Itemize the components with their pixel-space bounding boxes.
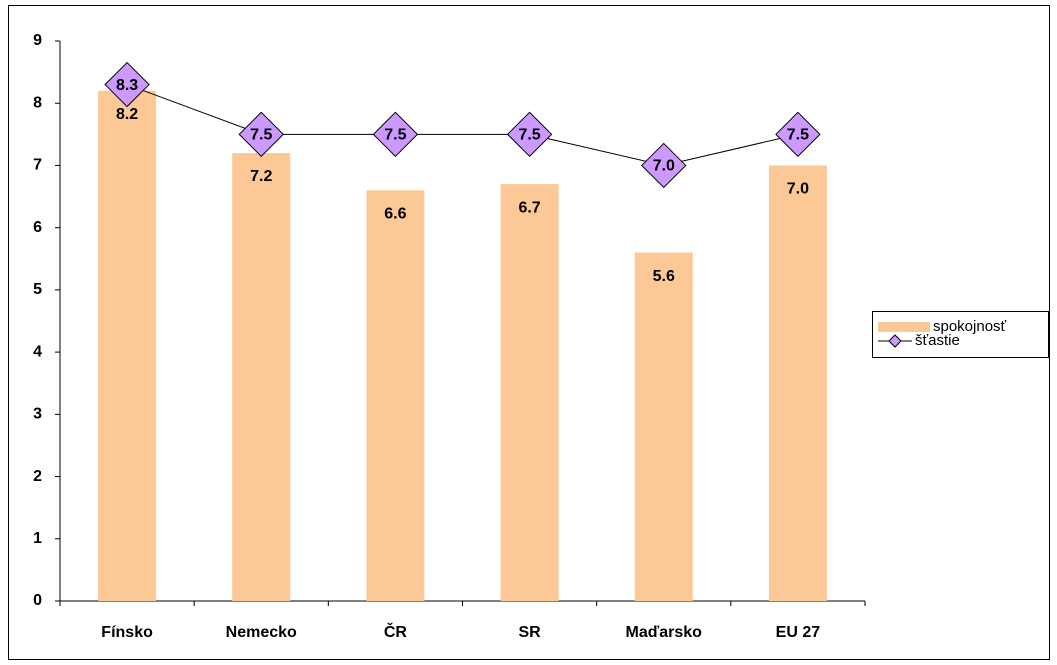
marker [775,111,821,158]
legend-box [872,311,1049,358]
x-tick-label: EU 27 [776,624,821,641]
y-tick-label: 9 [33,32,42,49]
legend-label: spokojnosť [933,318,1007,335]
bar-label: 7.2 [250,168,272,185]
line [126,84,799,166]
y-tick-label: 7 [33,157,42,174]
marker [372,111,419,158]
bar [366,190,425,602]
bar [634,252,693,602]
x-tick-label: SR [518,624,541,641]
y-tick-label: 0 [33,592,42,609]
point-label: 7.5 [384,127,406,144]
point-label: 8.3 [116,77,138,94]
x-tick-label: Maďarsko [626,624,703,641]
x-tick-label: ČR [384,622,408,641]
marker [104,61,150,108]
legend-marker [888,334,902,348]
y-tick-label: 1 [33,530,42,547]
point-label: 7.5 [787,127,809,144]
point-label: 7.5 [518,127,540,144]
x-tick-label: Nemecko [226,624,297,641]
bar [500,184,559,601]
y-tick-label: 6 [33,219,42,236]
legend-label: šťastie [915,332,960,349]
bar [768,165,827,601]
bar-label: 5.6 [653,268,675,285]
y-tick-label: 4 [33,343,42,360]
point-label: 7.0 [653,158,675,175]
bar-label: 7.0 [787,181,809,198]
y-tick-label: 3 [33,406,42,423]
bar-label: 6.6 [384,206,406,223]
marker [238,111,284,158]
bar-label: 8.2 [116,106,138,123]
y-tick-label: 8 [33,94,42,111]
x-tick-label: Fínsko [101,624,153,641]
y-tick-label: 5 [33,281,42,298]
marker [641,142,687,189]
bar [98,90,157,602]
marker [506,111,553,158]
bar-label: 6.7 [518,199,540,216]
y-tick-label: 2 [33,468,42,485]
legend-swatch [878,322,930,332]
bar [232,153,291,601]
point-label: 7.5 [250,127,272,144]
